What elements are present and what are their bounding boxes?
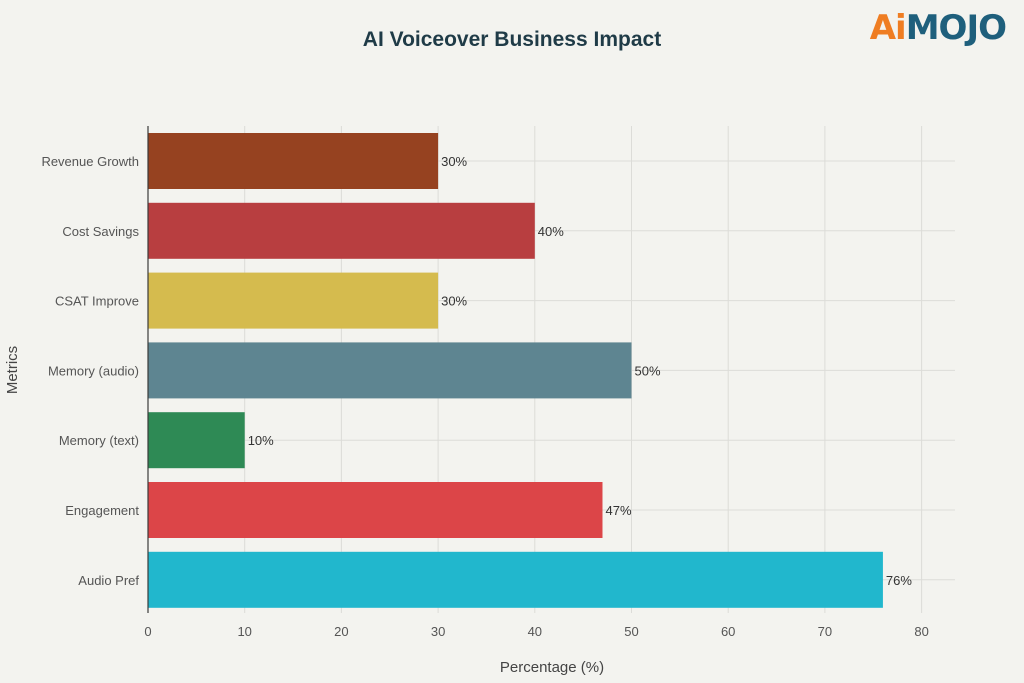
x-tick-label: 60 — [721, 624, 735, 639]
x-tick-label: 20 — [334, 624, 348, 639]
bar-data-label: 50% — [635, 363, 661, 378]
y-category-label: Memory (audio) — [48, 363, 139, 378]
logo-ai-text: Ai — [869, 8, 907, 48]
x-tick-label: 10 — [237, 624, 251, 639]
x-tick-label: 0 — [144, 624, 151, 639]
y-category-label: Engagement — [65, 503, 139, 518]
y-category-label: CSAT Improve — [55, 294, 139, 309]
x-tick-label: 70 — [818, 624, 832, 639]
axes: 0 10 20 30 40 50 60 70 80 Revenue Growth 30% Cost S… — [41, 126, 929, 639]
y-category-label: Revenue Growth — [41, 154, 139, 169]
bar — [148, 551, 883, 608]
bar-data-label: 30% — [441, 294, 467, 309]
bar-data-label: 30% — [441, 154, 467, 169]
y-category-label: Memory (text) — [59, 433, 139, 448]
bar-data-label: 40% — [538, 224, 564, 239]
x-tick-label: 30 — [431, 624, 445, 639]
bar — [148, 482, 603, 538]
bars — [148, 133, 883, 608]
y-axis-title: Metrics — [4, 346, 21, 394]
x-tick-label: 50 — [624, 624, 638, 639]
x-tick-label: 40 — [528, 624, 542, 639]
y-category-label: Audio Pref — [78, 573, 139, 588]
bar-data-label: 10% — [248, 433, 274, 448]
bar-data-label: 47% — [605, 503, 631, 518]
bar — [148, 133, 439, 189]
bar — [148, 412, 245, 469]
bar — [148, 272, 439, 329]
logo-mojo-text: MOJO — [905, 8, 1007, 48]
bar — [148, 342, 632, 399]
bar-data-label: 76% — [886, 573, 912, 588]
x-axis-title: Percentage (%) — [500, 659, 604, 676]
bar — [148, 202, 535, 259]
y-category-label: Cost Savings — [62, 224, 139, 239]
x-tick-label: 80 — [914, 624, 928, 639]
brand-logo: Ai MOJO — [869, 8, 1007, 48]
chart-title: AI Voiceover Business Impact — [362, 28, 662, 51]
